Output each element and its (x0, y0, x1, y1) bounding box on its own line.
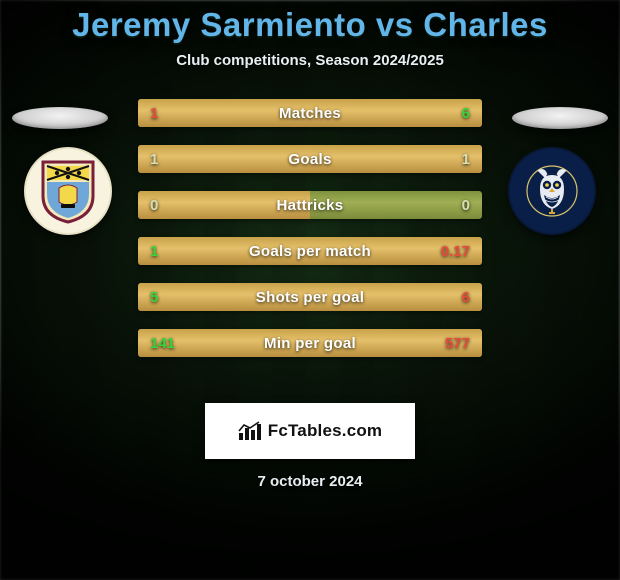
date-text: 7 october 2024 (0, 473, 620, 490)
stat-bar: Goals11 (138, 145, 482, 173)
stat-bar: Shots per goal56 (138, 283, 482, 311)
stat-bar-fill-right (207, 329, 482, 357)
player-right-platform (512, 107, 608, 129)
club-crest-right (508, 147, 596, 235)
stat-bar-fill-right (430, 237, 482, 265)
stat-bar-fill-right (310, 145, 482, 173)
burnley-crest-icon (39, 158, 97, 224)
stat-bar-fill-left (138, 99, 186, 127)
brand-box[interactable]: FcTables.com (205, 403, 415, 459)
stat-bar: Matches16 (138, 99, 482, 127)
stat-bar-fill-left (138, 191, 310, 219)
brand-text: FcTables.com (268, 421, 383, 441)
swfc-crest-icon (522, 161, 582, 221)
stat-bars: Matches16 Goals11 Hattricks00 Goals per mat… (138, 99, 482, 375)
brand-chart-icon (238, 421, 262, 441)
stat-bar: Goals per match10.17 (138, 237, 482, 265)
subtitle: Club competitions, Season 2024/2025 (0, 52, 620, 69)
stat-bar-fill-right (186, 99, 482, 127)
player-left-platform (12, 107, 108, 129)
stat-bar-fill-left (138, 237, 430, 265)
stat-bar: Hattricks00 (138, 191, 482, 219)
club-crest-left (24, 147, 112, 235)
comparison-stage: Matches16 Goals11 Hattricks00 Goals per mat… (0, 99, 620, 399)
page-title: Jeremy Sarmiento vs Charles (0, 6, 620, 44)
stat-bar-fill-right (293, 283, 482, 311)
stat-bar-fill-left (138, 329, 207, 357)
stat-bar-fill-left (138, 283, 293, 311)
stat-bar: Min per goal141577 (138, 329, 482, 357)
stat-bar-fill-left (138, 145, 310, 173)
